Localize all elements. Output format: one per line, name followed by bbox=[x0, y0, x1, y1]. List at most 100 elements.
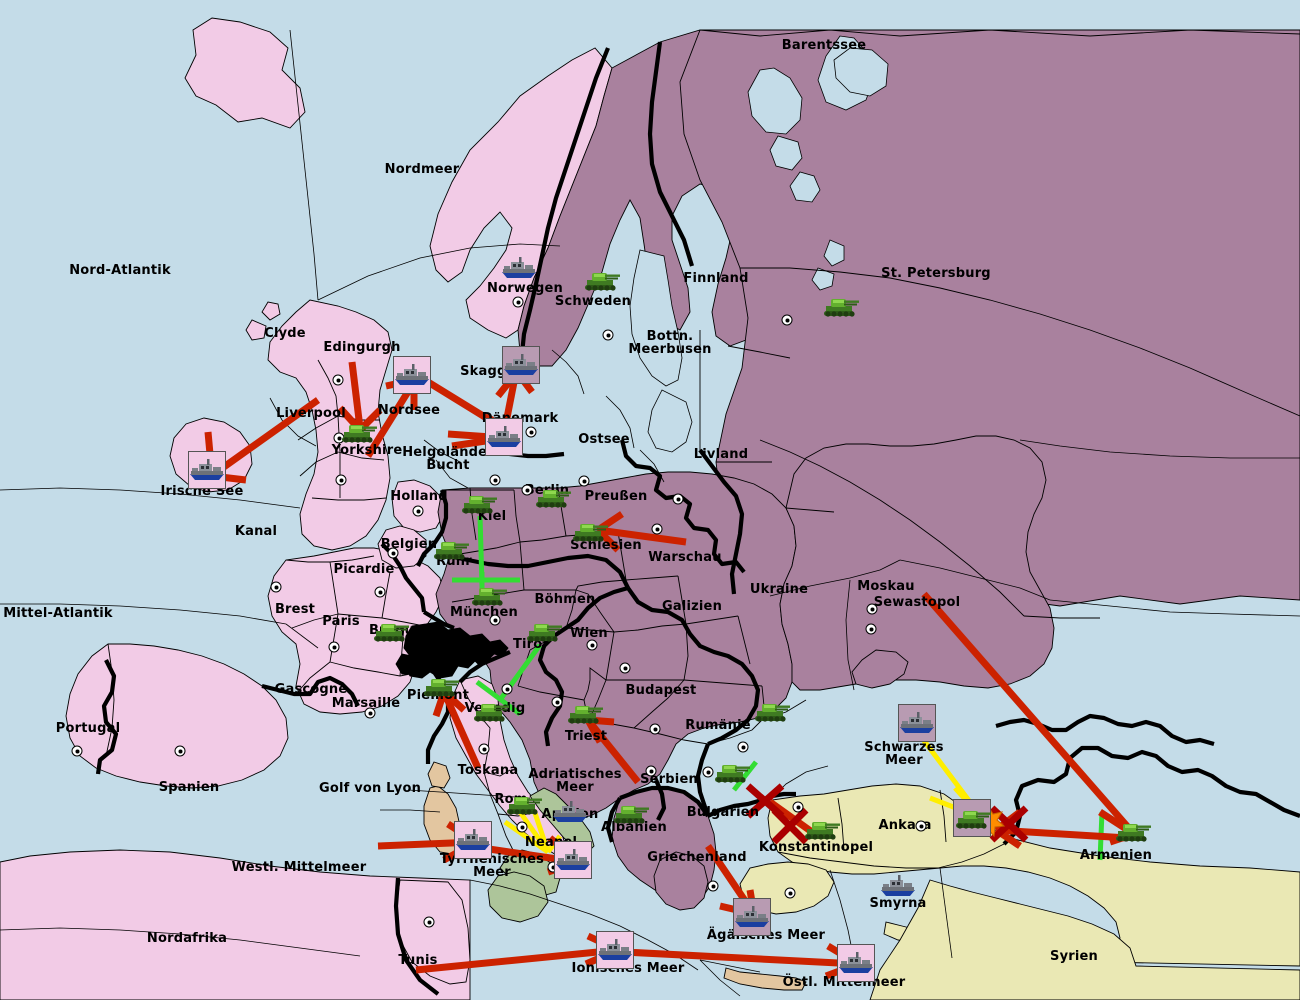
ship-icon bbox=[897, 710, 937, 736]
tank-icon bbox=[420, 673, 460, 699]
army-unit[interactable] bbox=[581, 267, 621, 293]
army-unit[interactable] bbox=[801, 816, 841, 842]
ship-icon bbox=[595, 937, 635, 963]
tank-icon bbox=[468, 582, 508, 608]
army-unit[interactable] bbox=[610, 800, 650, 826]
supply-center-dot bbox=[423, 916, 435, 928]
tank-icon bbox=[338, 419, 378, 445]
tank-icon bbox=[610, 800, 650, 826]
army-unit[interactable] bbox=[711, 759, 751, 785]
supply-center-dot bbox=[915, 820, 927, 832]
supply-center-dot bbox=[645, 765, 657, 777]
fleet-unit[interactable] bbox=[453, 821, 493, 859]
army-unit[interactable] bbox=[532, 484, 572, 510]
ship-icon bbox=[499, 255, 539, 281]
army-unit[interactable] bbox=[751, 698, 791, 724]
supply-center-dot bbox=[332, 374, 344, 386]
tank-icon bbox=[952, 805, 992, 831]
supply-center-dot bbox=[174, 745, 186, 757]
ship-icon bbox=[187, 457, 227, 483]
supply-center-dot bbox=[578, 475, 590, 487]
ship-icon bbox=[878, 873, 918, 899]
ship-icon bbox=[501, 352, 541, 378]
fleet-unit[interactable] bbox=[484, 418, 524, 456]
tank-icon bbox=[711, 759, 751, 785]
supply-center-dot bbox=[672, 493, 684, 505]
supply-center-dot bbox=[649, 723, 661, 735]
army-unit[interactable] bbox=[569, 518, 609, 544]
ship-icon bbox=[553, 847, 593, 873]
army-unit[interactable] bbox=[338, 419, 378, 445]
fleet-unit[interactable] bbox=[836, 944, 876, 982]
ship-icon bbox=[484, 424, 524, 450]
supply-center-dot bbox=[792, 801, 804, 813]
supply-center-dot bbox=[586, 639, 598, 651]
fleet-unit[interactable] bbox=[897, 704, 937, 742]
tank-icon bbox=[820, 293, 860, 319]
tank-icon bbox=[751, 698, 791, 724]
army-unit[interactable] bbox=[1112, 818, 1152, 844]
tank-icon bbox=[370, 618, 410, 644]
fleet-unit[interactable] bbox=[392, 356, 432, 394]
supply-center-dot bbox=[865, 623, 877, 635]
supply-center-dot bbox=[387, 547, 399, 559]
army-unit[interactable] bbox=[458, 490, 498, 516]
supply-center-dot bbox=[328, 641, 340, 653]
tank-icon bbox=[523, 618, 563, 644]
supply-center-dot bbox=[602, 329, 614, 341]
supply-center-dot bbox=[521, 484, 533, 496]
army-unit[interactable] bbox=[420, 673, 460, 699]
fleet-unit[interactable] bbox=[499, 255, 539, 281]
fleet-unit[interactable] bbox=[732, 898, 772, 936]
supply-center-dot bbox=[71, 745, 83, 757]
fleet-unit[interactable] bbox=[187, 451, 227, 489]
tank-icon bbox=[458, 490, 498, 516]
tank-icon bbox=[470, 698, 510, 724]
army-unit[interactable] bbox=[523, 618, 563, 644]
army-unit[interactable] bbox=[370, 618, 410, 644]
supply-center-dot bbox=[516, 821, 528, 833]
supply-center-dot bbox=[412, 505, 424, 517]
supply-center-dot bbox=[489, 474, 501, 486]
tank-icon bbox=[569, 518, 609, 544]
supply-center-dot bbox=[784, 887, 796, 899]
army-unit[interactable] bbox=[564, 700, 604, 726]
fleet-unit[interactable] bbox=[550, 799, 590, 825]
supply-center-dot bbox=[335, 474, 347, 486]
army-unit[interactable] bbox=[430, 536, 470, 562]
supply-center-dot bbox=[489, 614, 501, 626]
army-unit[interactable] bbox=[820, 293, 860, 319]
fleet-unit[interactable] bbox=[878, 873, 918, 899]
tank-icon bbox=[801, 816, 841, 842]
supply-center-dot bbox=[781, 314, 793, 326]
army-unit[interactable] bbox=[470, 698, 510, 724]
fleet-unit[interactable] bbox=[501, 346, 541, 384]
fleet-unit[interactable] bbox=[595, 931, 635, 969]
ship-icon bbox=[392, 362, 432, 388]
ship-icon bbox=[453, 827, 493, 853]
army-unit[interactable] bbox=[503, 791, 543, 817]
ship-icon bbox=[732, 904, 772, 930]
supply-center-dot bbox=[866, 603, 878, 615]
supply-center-dot bbox=[737, 741, 749, 753]
supply-center-dot bbox=[512, 296, 524, 308]
army-unit[interactable] bbox=[468, 582, 508, 608]
fleet-unit[interactable] bbox=[553, 841, 593, 879]
ship-icon bbox=[836, 950, 876, 976]
supply-center-dot bbox=[525, 426, 537, 438]
supply-center-dot bbox=[702, 766, 714, 778]
tank-icon bbox=[503, 791, 543, 817]
tank-icon bbox=[1112, 818, 1152, 844]
ship-icon bbox=[550, 799, 590, 825]
supply-center-dot bbox=[501, 683, 513, 695]
supply-center-dot bbox=[651, 523, 663, 535]
supply-center-dot bbox=[619, 662, 631, 674]
supply-center-dot bbox=[707, 880, 719, 892]
tank-icon bbox=[564, 700, 604, 726]
supply-center-dot bbox=[374, 586, 386, 598]
tank-icon bbox=[430, 536, 470, 562]
army-unit[interactable] bbox=[952, 799, 992, 837]
supply-center-dot bbox=[270, 581, 282, 593]
